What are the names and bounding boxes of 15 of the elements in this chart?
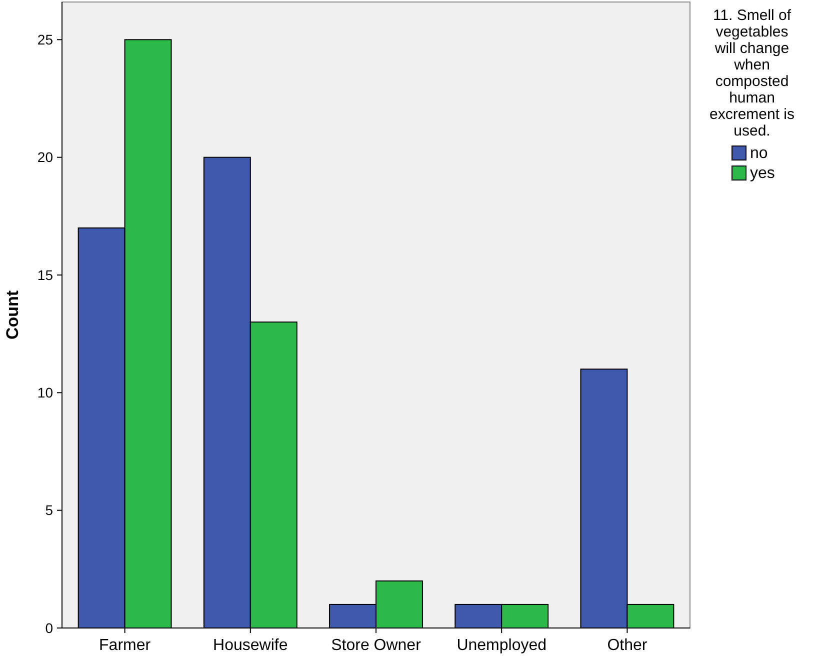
y-tick-label: 10 — [37, 384, 54, 401]
legend-label: no — [750, 145, 768, 162]
y-tick-label: 25 — [37, 32, 54, 48]
y-tick-label: 15 — [37, 266, 54, 283]
legend-label: yes — [750, 165, 775, 182]
y-axis-title: Count — [3, 290, 22, 340]
y-tick-label: 0 — [45, 620, 54, 636]
x-tick-label: Store Owner — [331, 637, 422, 654]
x-tick-label: Unemployed — [456, 637, 547, 654]
x-tick-label: Farmer — [99, 637, 152, 654]
y-tick-label: 20 — [37, 149, 54, 166]
y-tick-label: 5 — [45, 502, 54, 518]
x-tick-label: Other — [607, 637, 648, 654]
legend-title: 11. Smell of vegetables will change when composted human excrement is used. — [709, 7, 795, 140]
x-tick-label: Housewife — [213, 637, 288, 654]
